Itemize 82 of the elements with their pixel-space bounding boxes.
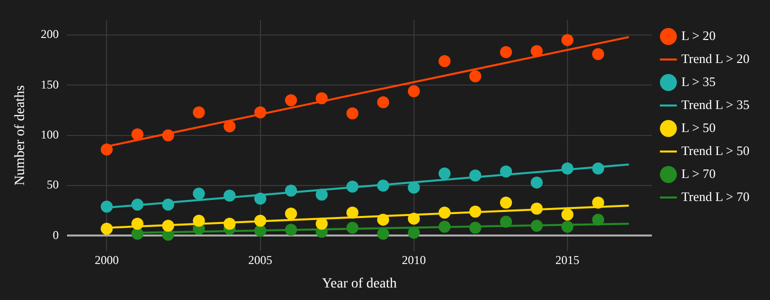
point bbox=[408, 226, 420, 239]
legend-label: Trend L > 20 bbox=[681, 50, 750, 66]
point bbox=[285, 208, 298, 220]
point bbox=[438, 220, 451, 233]
point bbox=[377, 214, 390, 226]
y-tick-label: 0 bbox=[52, 228, 59, 242]
x-tick-label: 2000 bbox=[94, 253, 119, 268]
point bbox=[254, 214, 266, 227]
point bbox=[192, 214, 205, 227]
point bbox=[469, 222, 482, 234]
point bbox=[561, 162, 574, 175]
point bbox=[285, 224, 298, 236]
point bbox=[254, 224, 266, 237]
point bbox=[377, 228, 390, 240]
x-tick-label: 2005 bbox=[248, 253, 272, 268]
point bbox=[377, 180, 390, 192]
point bbox=[469, 206, 482, 218]
point bbox=[162, 198, 174, 211]
legend-label: L > 50 bbox=[681, 120, 716, 135]
point bbox=[192, 106, 205, 118]
point bbox=[469, 170, 482, 182]
legend-label: Trend L > 35 bbox=[681, 96, 750, 112]
point bbox=[592, 48, 604, 60]
x-axis-title: Year of death bbox=[322, 276, 397, 292]
point bbox=[500, 166, 512, 178]
point bbox=[408, 182, 420, 194]
point bbox=[500, 216, 512, 228]
point bbox=[592, 162, 604, 175]
point bbox=[438, 206, 451, 219]
point bbox=[592, 214, 604, 226]
point bbox=[530, 45, 543, 58]
point bbox=[162, 129, 174, 142]
point bbox=[438, 168, 451, 180]
point bbox=[346, 222, 358, 234]
point bbox=[224, 218, 236, 230]
point bbox=[530, 176, 543, 189]
point bbox=[561, 220, 574, 233]
y-tick-label: 200 bbox=[40, 27, 59, 42]
legend-label: L > 70 bbox=[681, 166, 716, 181]
point bbox=[162, 220, 174, 232]
point bbox=[408, 212, 420, 225]
point bbox=[530, 202, 543, 215]
point bbox=[377, 96, 390, 108]
point bbox=[224, 190, 236, 202]
point bbox=[285, 184, 298, 197]
point bbox=[500, 196, 512, 209]
legend-label: Trend L > 50 bbox=[681, 142, 750, 158]
point bbox=[438, 55, 451, 68]
point bbox=[346, 206, 358, 219]
point bbox=[100, 200, 113, 213]
point bbox=[254, 192, 266, 205]
y-tick-label: 50 bbox=[46, 178, 59, 192]
point bbox=[561, 34, 574, 46]
point bbox=[408, 85, 420, 98]
point bbox=[100, 143, 113, 156]
point bbox=[346, 107, 358, 120]
y-tick-label: 150 bbox=[40, 77, 59, 92]
point bbox=[224, 120, 236, 132]
point bbox=[316, 188, 328, 201]
point bbox=[100, 222, 113, 235]
legend-label: L > 35 bbox=[681, 74, 716, 89]
point bbox=[192, 188, 205, 200]
x-tick-label: 2015 bbox=[555, 253, 580, 268]
point bbox=[346, 180, 358, 193]
point bbox=[500, 46, 512, 58]
legend-label: Trend L > 70 bbox=[681, 188, 750, 204]
point bbox=[469, 70, 482, 82]
point bbox=[592, 196, 604, 209]
point bbox=[131, 228, 144, 240]
point bbox=[530, 220, 543, 232]
point bbox=[561, 208, 574, 221]
y-tick-label: 100 bbox=[40, 128, 59, 142]
point bbox=[285, 94, 298, 106]
point bbox=[131, 128, 144, 140]
point bbox=[131, 218, 144, 230]
point bbox=[316, 218, 328, 230]
point bbox=[131, 198, 144, 211]
point bbox=[254, 106, 266, 118]
point bbox=[316, 92, 328, 104]
legend-label: L > 20 bbox=[681, 28, 716, 43]
y-axis-title: Number of deaths bbox=[13, 85, 28, 186]
x-tick-label: 2010 bbox=[402, 253, 426, 268]
